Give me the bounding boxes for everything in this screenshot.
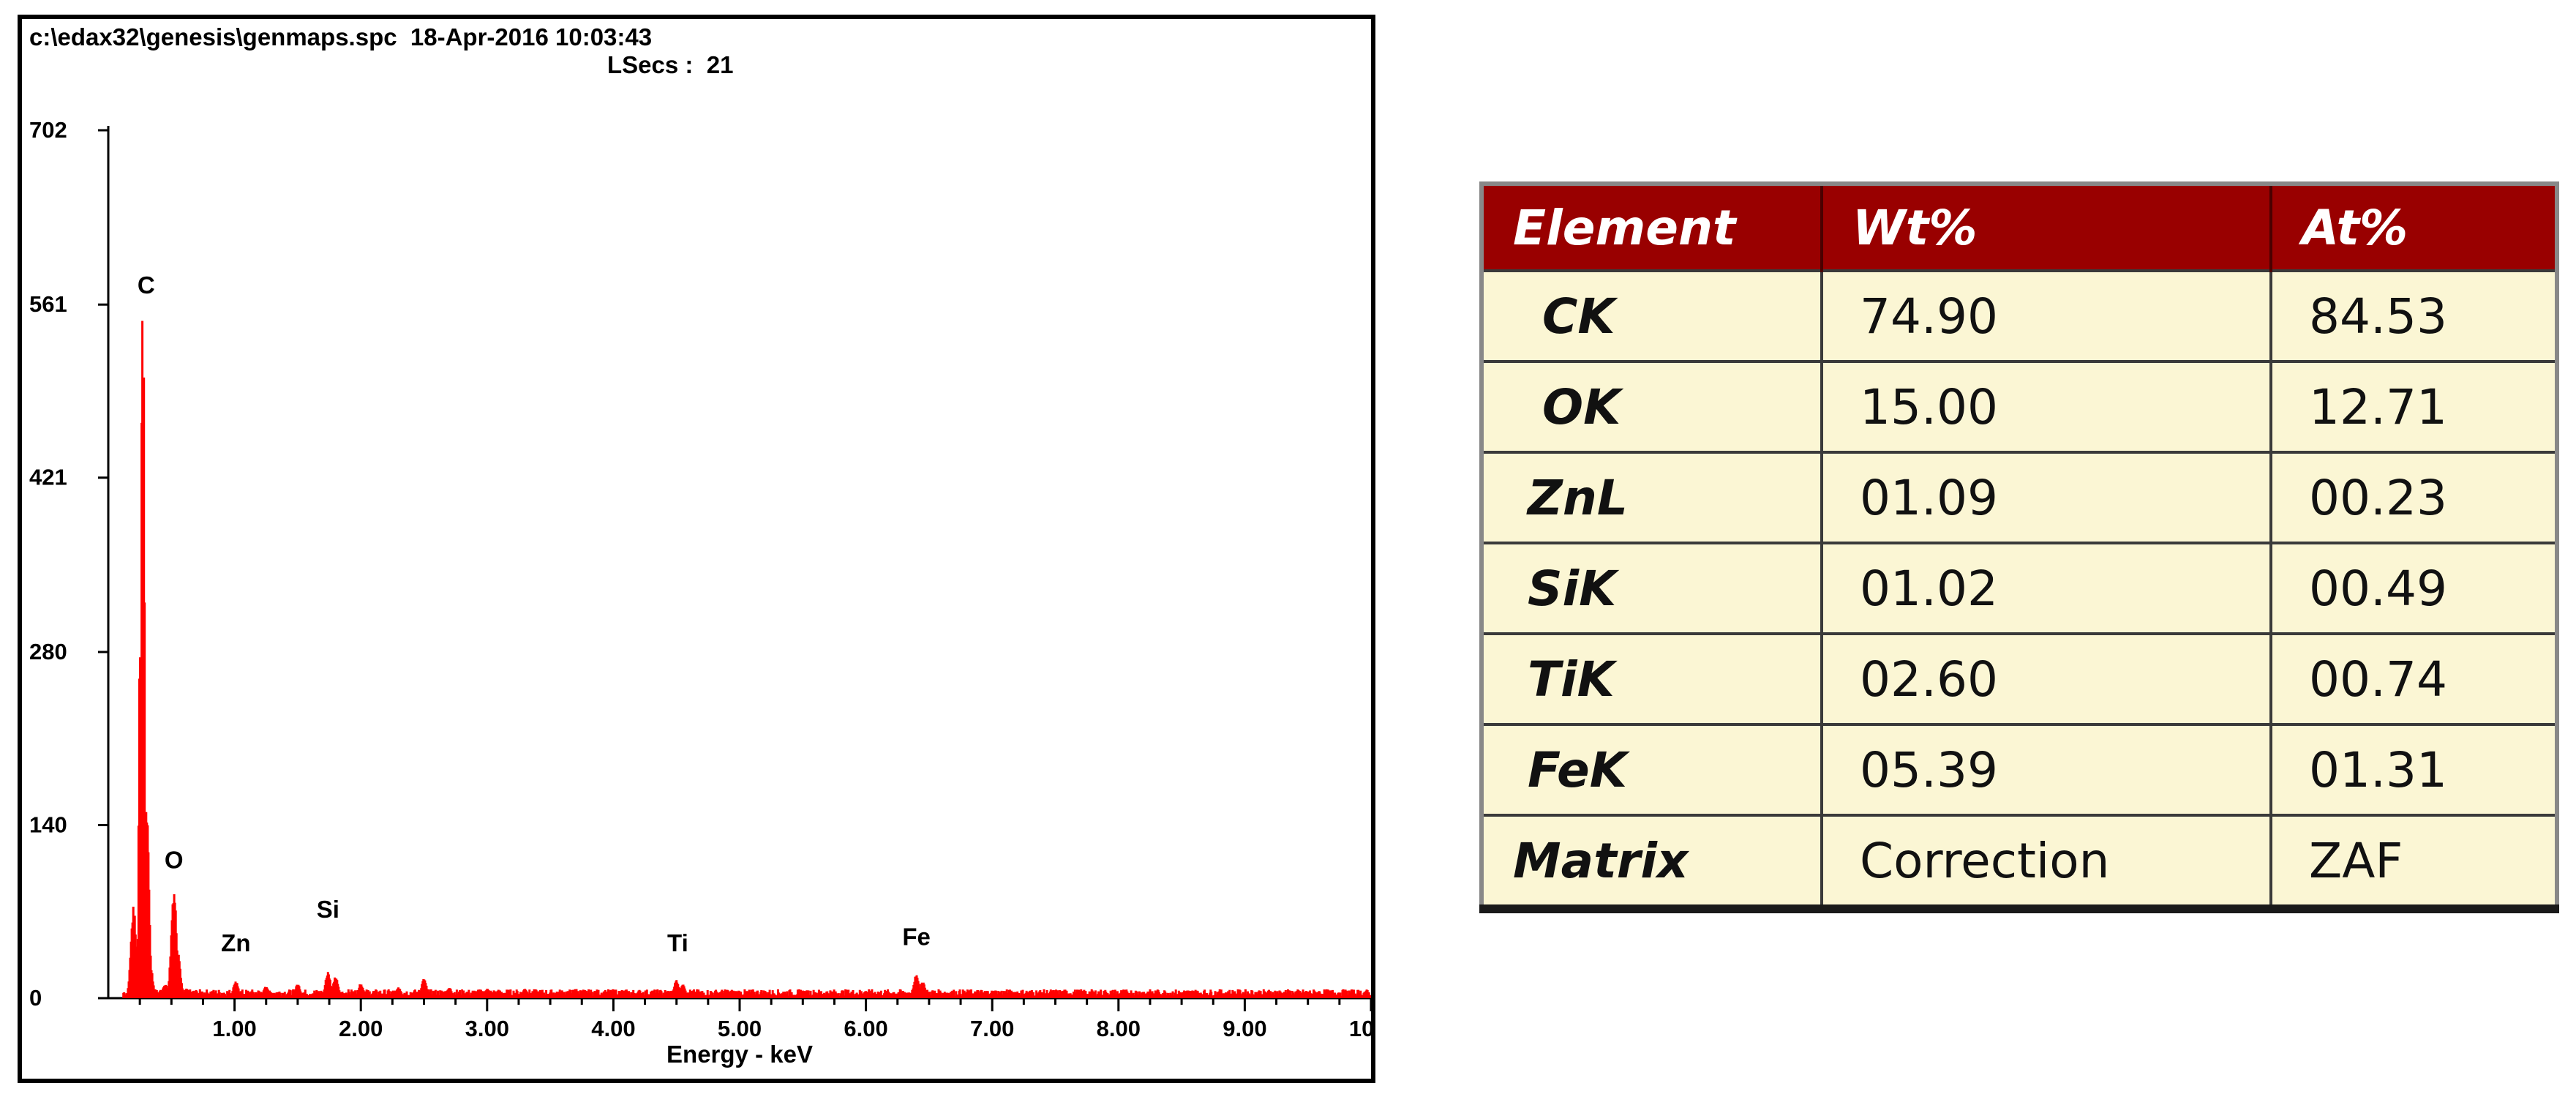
row-wt: 01.02 — [1822, 542, 2272, 634]
y-tick-label: 421 — [29, 465, 67, 490]
spectrum-panel: c:\edax32\genesis\genmaps.spc 18-Apr-201… — [18, 15, 1375, 1083]
row-element: TiK — [1479, 632, 1823, 724]
quantification-table: Element Wt% At% CK 74.90 84.53 OK 15.00 … — [1479, 181, 2559, 913]
row-element: ZnL — [1479, 451, 1823, 543]
y-tick-label: 561 — [29, 291, 67, 317]
row-wt: 15.00 — [1822, 360, 2272, 452]
table-row: TiK 02.60 00.74 — [1479, 632, 2559, 724]
row-wt: 05.39 — [1822, 723, 2272, 815]
x-tick-label: 7.00 — [970, 1016, 1014, 1041]
peak-label: Si — [317, 896, 339, 923]
row-at: 12.71 — [2271, 360, 2559, 452]
x-axis-title: Energy - keV — [666, 1041, 813, 1068]
peak-label: Fe — [902, 923, 931, 950]
header-element: Element — [1479, 181, 1823, 271]
row-at: 00.49 — [2271, 542, 2559, 634]
table-row: Matrix Correction ZAF — [1479, 814, 2559, 909]
table-header-row: Element Wt% At% — [1479, 181, 2559, 271]
row-wt: 01.09 — [1822, 451, 2272, 543]
x-tick-label: 1.00 — [212, 1016, 256, 1041]
peak-label: Zn — [221, 929, 250, 956]
y-tick-label: 702 — [29, 117, 67, 143]
row-element: Matrix — [1479, 814, 1823, 909]
table-row: ZnL 01.09 00.23 — [1479, 451, 2559, 543]
lsecs-readout: LSecs : 21 — [607, 51, 734, 78]
spectrum-trace — [122, 321, 1371, 998]
x-tick-label: 4.00 — [591, 1016, 635, 1041]
table-row: OK 15.00 12.71 — [1479, 360, 2559, 452]
row-wt: 74.90 — [1822, 269, 2272, 362]
y-tick-label: 140 — [29, 812, 67, 837]
table-row: CK 74.90 84.53 — [1479, 269, 2559, 362]
x-tick-label: 8.00 — [1097, 1016, 1141, 1041]
row-at: ZAF — [2271, 814, 2559, 909]
y-tick-label: 280 — [29, 639, 67, 664]
x-tick-label: 6.00 — [844, 1016, 887, 1041]
peak-label: C — [138, 271, 155, 299]
row-element: OK — [1479, 360, 1823, 452]
row-wt: Correction — [1822, 814, 2272, 909]
peak-label: Ti — [667, 929, 688, 956]
y-tick-label: 0 — [29, 985, 42, 1011]
row-at: 01.31 — [2271, 723, 2559, 815]
table-row: SiK 01.02 00.49 — [1479, 542, 2559, 634]
row-at: 84.53 — [2271, 269, 2559, 362]
peak-label: O — [165, 847, 184, 874]
x-tick-label: 2.00 — [339, 1016, 383, 1041]
row-wt: 02.60 — [1822, 632, 2272, 724]
table-row: FeK 05.39 01.31 — [1479, 723, 2559, 815]
header-wt-percent: Wt% — [1822, 181, 2272, 271]
x-tick-label: 9.00 — [1223, 1016, 1266, 1041]
x-tick-label: 10.0 — [1349, 1016, 1371, 1041]
row-at: 00.74 — [2271, 632, 2559, 724]
x-tick-label: 5.00 — [718, 1016, 762, 1041]
spectrum-file-header: c:\edax32\genesis\genmaps.spc 18-Apr-201… — [29, 23, 653, 50]
header-at-percent: At% — [2271, 181, 2559, 271]
x-tick-label: 3.00 — [465, 1016, 509, 1041]
spectrum-chart: 0 140 280 421 561 702 1.00 2.00 3.00 4.00 5.00 6.00… — [29, 117, 1371, 1068]
row-element: SiK — [1479, 542, 1823, 634]
row-element: CK — [1479, 269, 1823, 362]
row-element: FeK — [1479, 723, 1823, 815]
row-at: 00.23 — [2271, 451, 2559, 543]
